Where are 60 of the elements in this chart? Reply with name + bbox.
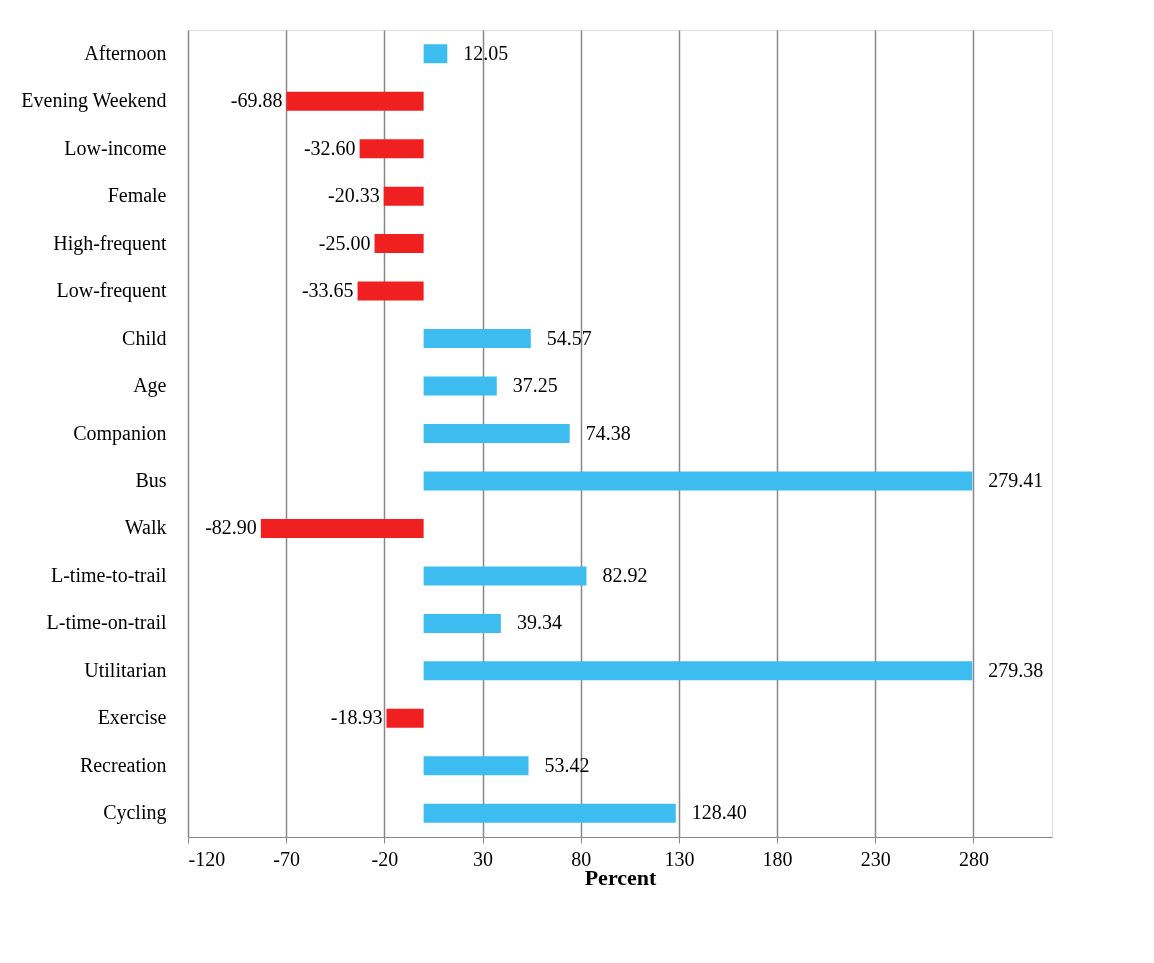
x-tick-label: 30 [473, 847, 494, 870]
y-tick-label: Recreation [79, 753, 167, 776]
y-tick-label: Low-frequent [56, 279, 167, 303]
data-label: -32.60 [303, 136, 356, 159]
x-tick-label: 180 [762, 847, 793, 870]
data-label: 39.34 [516, 611, 562, 634]
bar [423, 613, 501, 633]
y-tick-label: Cycling [103, 801, 167, 825]
bar [423, 661, 973, 681]
y-tick-label: Child [122, 326, 167, 349]
y-tick-label: Low-income [64, 136, 167, 159]
bar [286, 91, 424, 111]
y-tick-label: Utilitarian [84, 658, 167, 681]
bar [423, 566, 587, 586]
data-label: -82.90 [205, 516, 257, 539]
bar [260, 518, 424, 538]
bar [383, 186, 424, 206]
bar [423, 803, 676, 823]
y-tick-label: L-time-to-trail [50, 563, 167, 586]
data-label: 54.57 [546, 326, 592, 349]
y-tick-label: Evening Weekend [21, 89, 167, 113]
data-label: 82.92 [602, 563, 648, 586]
bar [359, 139, 424, 159]
data-label: 74.38 [585, 421, 631, 444]
data-label: -20.33 [328, 184, 380, 207]
bar [423, 329, 531, 349]
bar [386, 708, 424, 728]
data-label: -69.88 [230, 89, 283, 112]
x-tick-label: 280 [958, 847, 989, 870]
data-label: -25.00 [318, 231, 371, 254]
bar [374, 234, 424, 254]
y-tick-label: Age [133, 374, 167, 398]
y-tick-label: Exercise [97, 706, 167, 729]
y-tick-label: L-time-on-trail [46, 611, 167, 634]
bar [357, 281, 424, 301]
x-tick-label: -70 [273, 847, 301, 870]
y-tick-label: Companion [73, 421, 167, 445]
x-tick-label: -120 [188, 847, 226, 870]
x-tick-label: 80 [571, 847, 592, 870]
bar [423, 44, 448, 64]
bar [423, 424, 570, 443]
data-label: 128.40 [691, 801, 747, 824]
data-label: -33.65 [301, 279, 354, 302]
data-label: -18.93 [330, 706, 383, 729]
data-label: 279.38 [988, 658, 1044, 681]
y-tick-label: Bus [135, 468, 167, 491]
bar [423, 756, 529, 776]
bar [423, 376, 497, 396]
y-tick-label: Afternoon [84, 41, 167, 64]
y-tick-label: High-frequent [53, 231, 167, 255]
data-label: 12.05 [463, 41, 509, 64]
data-label: 279.41 [988, 468, 1044, 491]
x-tick-label: -20 [371, 847, 399, 870]
x-tick-label: 130 [664, 847, 695, 870]
data-label: 53.42 [544, 753, 590, 776]
x-tick-label: 230 [860, 847, 891, 870]
y-tick-label: Walk [124, 516, 167, 539]
bar [423, 471, 973, 491]
y-tick-label: Female [107, 184, 167, 207]
data-label: 37.25 [512, 374, 558, 397]
